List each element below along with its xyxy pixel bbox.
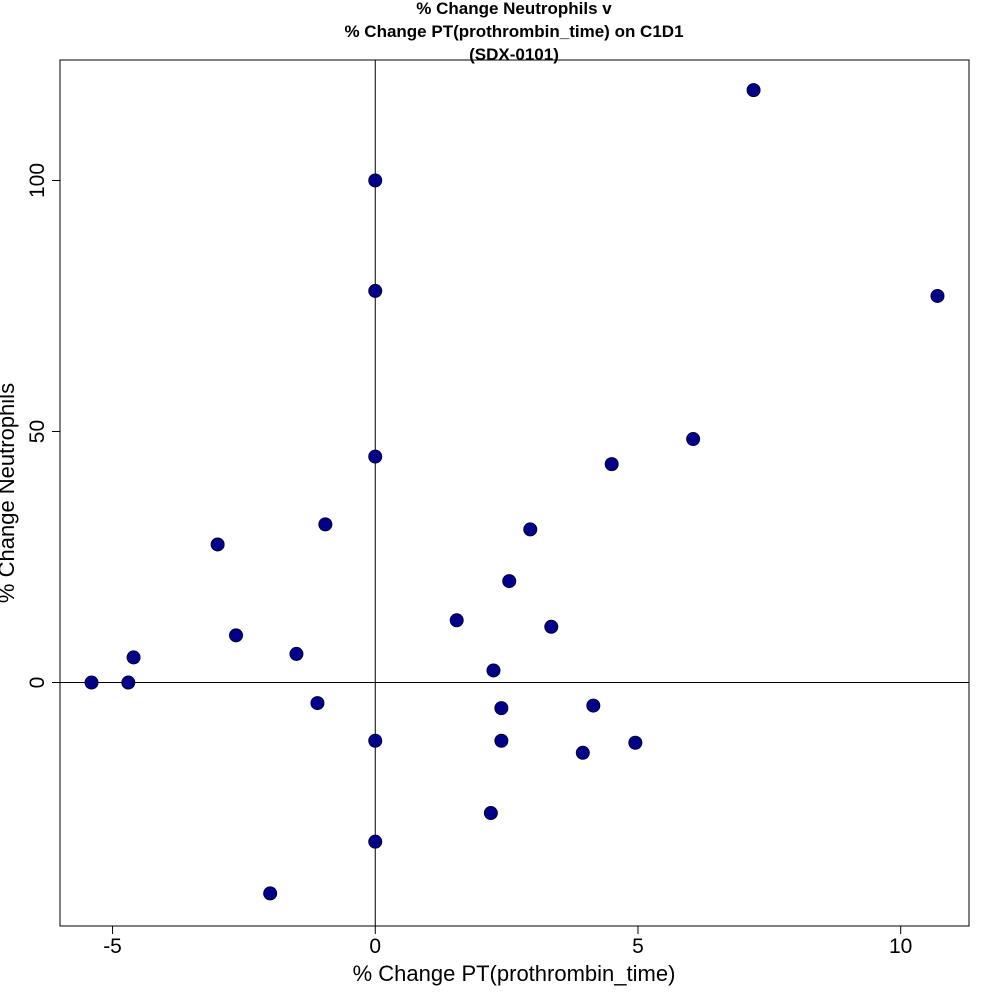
x-tick-label: 10 bbox=[889, 935, 912, 958]
data-point bbox=[575, 745, 590, 760]
y-tick-label: 50 bbox=[26, 420, 49, 443]
x-tick-label: 0 bbox=[369, 935, 381, 958]
x-tick-label: 5 bbox=[632, 935, 644, 958]
data-point bbox=[368, 173, 383, 188]
data-point bbox=[121, 675, 136, 690]
data-point bbox=[263, 886, 278, 901]
data-point bbox=[604, 457, 619, 472]
chart-title-line-1: % Change Neutrophils v bbox=[416, 0, 612, 18]
data-point bbox=[84, 675, 99, 690]
data-point bbox=[628, 735, 643, 750]
data-point bbox=[586, 698, 601, 713]
data-point bbox=[523, 522, 538, 537]
chart-title-line-2: % Change PT(prothrombin_time) on C1D1 bbox=[344, 22, 683, 41]
y-axis-title: % Change Neutrophils bbox=[0, 383, 19, 603]
data-point bbox=[310, 696, 325, 711]
y-tick-label: 0 bbox=[26, 677, 49, 689]
chart-title-line-3: (SDX-0101) bbox=[469, 45, 559, 64]
x-axis-ticks: -5 0 5 10 bbox=[103, 926, 912, 958]
data-point bbox=[368, 449, 383, 464]
data-point bbox=[126, 650, 141, 665]
data-point bbox=[210, 537, 225, 552]
data-point bbox=[229, 628, 244, 643]
y-axis-ticks: 0 50 100 bbox=[26, 163, 60, 688]
data-point bbox=[368, 283, 383, 298]
data-point bbox=[494, 733, 509, 748]
data-point bbox=[449, 613, 464, 628]
plot-frame bbox=[59, 59, 970, 927]
data-point bbox=[544, 619, 559, 634]
data-point bbox=[318, 517, 333, 532]
chart-title: % Change Neutrophils v % Change PT(proth… bbox=[344, 0, 683, 64]
data-point bbox=[746, 83, 761, 98]
data-points bbox=[84, 83, 945, 901]
data-point bbox=[494, 701, 509, 716]
data-point bbox=[368, 834, 383, 849]
data-point bbox=[483, 806, 498, 821]
data-point bbox=[686, 432, 701, 447]
data-point bbox=[289, 646, 304, 661]
y-tick-label: 100 bbox=[26, 163, 49, 198]
x-axis-title: % Change PT(prothrombin_time) bbox=[353, 961, 676, 986]
data-point bbox=[930, 288, 945, 303]
data-point bbox=[486, 663, 501, 678]
data-point bbox=[502, 574, 517, 589]
x-tick-label: -5 bbox=[103, 935, 122, 958]
reference-lines bbox=[60, 60, 969, 926]
data-point bbox=[368, 733, 383, 748]
